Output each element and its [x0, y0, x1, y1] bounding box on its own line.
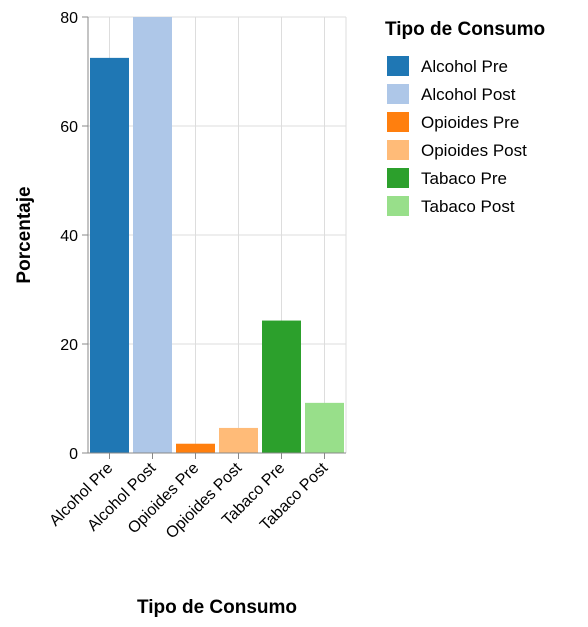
- y-tick-label: 60: [60, 119, 78, 136]
- legend-swatch: [387, 196, 409, 216]
- bar-opioides-pre: [176, 443, 215, 453]
- bar-tabaco-pre: [262, 320, 301, 453]
- legend-swatch: [387, 112, 409, 132]
- legend-items: Alcohol Pre Alcohol Post Opioides Pre Opioi…: [387, 56, 527, 216]
- legend-label: Opioides Pre: [421, 113, 519, 132]
- bars: [90, 17, 344, 453]
- legend-swatch: [387, 168, 409, 188]
- legend: Tipo de Consumo Alcohol Pre Alcohol Post O…: [385, 19, 545, 216]
- y-tick-label: 0: [69, 446, 78, 463]
- y-tick-label: 80: [60, 10, 78, 27]
- y-tick-label: 40: [60, 228, 78, 245]
- x-tick-label: Opioides Post: [163, 459, 246, 542]
- legend-swatch: [387, 140, 409, 160]
- bar-tabaco-post: [305, 402, 344, 453]
- bar-alcohol-pre: [90, 57, 129, 453]
- legend-title: Tipo de Consumo: [385, 19, 545, 40]
- x-axis-title: Tipo de Consumo: [137, 597, 297, 618]
- bar-opioides-post: [219, 427, 258, 453]
- legend-swatch: [387, 84, 409, 104]
- legend-swatch: [387, 56, 409, 76]
- legend-label: Opioides Post: [421, 141, 527, 160]
- legend-label: Alcohol Pre: [421, 57, 508, 76]
- legend-label: Tabaco Pre: [421, 169, 507, 188]
- bar-alcohol-post: [133, 17, 172, 453]
- y-axis-title: Porcentaje: [14, 186, 35, 283]
- legend-label: Alcohol Post: [421, 85, 516, 104]
- y-tick-label: 20: [60, 337, 78, 354]
- legend-label: Tabaco Post: [421, 197, 515, 216]
